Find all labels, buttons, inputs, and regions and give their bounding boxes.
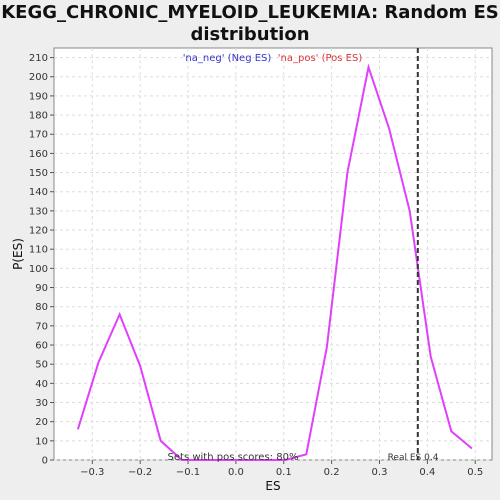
chart-title-line1: KEGG_CHRONIC_MYELOID_LEUKEMIA: Random ES (1, 2, 499, 23)
x-tick-label: −0.1 (176, 467, 200, 478)
x-tick-label: 0.1 (276, 467, 292, 478)
y-tick-label: 90 (35, 283, 48, 294)
y-tick-label: 210 (29, 53, 48, 64)
x-tick-label: −0.3 (80, 467, 104, 478)
legend-neg: 'na_neg' (Neg ES) (183, 53, 272, 64)
axes: −0.3 −0.2 −0.1 0.0 0.1 0.2 0.3 0.4 0.5 0 10 20 30 40 5… (29, 53, 483, 478)
x-tick-label: 0.5 (467, 467, 483, 478)
y-tick-label: 80 (35, 302, 48, 313)
y-tick-label: 130 (29, 206, 48, 217)
y-tick-label: 190 (29, 91, 48, 102)
y-tick-label: 150 (29, 168, 48, 179)
plot-area (53, 47, 493, 461)
y-tick-label: 70 (35, 321, 48, 332)
chart-title: KEGG_CHRONIC_MYELOID_LEUKEMIA: Random ES… (0, 2, 500, 46)
y-tick-label: 200 (29, 72, 48, 83)
y-tick-label: 60 (35, 341, 48, 352)
real-es-label: Real ES 0.4 (388, 453, 439, 463)
legend-pos: 'na_pos' (Pos ES) (278, 53, 363, 64)
x-axis-label: ES (265, 479, 280, 493)
x-tick-label: 0.0 (228, 467, 244, 478)
y-tick-label: 170 (29, 130, 48, 141)
pos-scores-annotation: Sets with pos scores: 80% (168, 452, 299, 463)
y-tick-label: 30 (35, 398, 48, 409)
x-tick-label: −0.2 (128, 467, 152, 478)
grid (54, 48, 492, 461)
y-tick-label: 50 (35, 360, 48, 371)
y-tick-label: 100 (29, 264, 48, 275)
y-tick-label: 20 (35, 417, 48, 428)
y-tick-label: 160 (29, 149, 48, 160)
chart-title-line2: distribution (190, 24, 310, 45)
x-tick-label: 0.3 (372, 467, 388, 478)
x-tick-label: 0.2 (324, 467, 340, 478)
y-tick-label: 120 (29, 226, 48, 237)
x-tick-label: 0.4 (419, 467, 435, 478)
es-series-line (76, 63, 473, 461)
y-tick-label: 40 (35, 379, 48, 390)
y-tick-label: 110 (29, 245, 48, 256)
y-tick-label: 140 (29, 187, 48, 198)
y-tick-label: 180 (29, 111, 48, 122)
y-tick-label: 0 (42, 456, 48, 467)
y-axis-label: P(ES) (11, 238, 25, 270)
y-tick-label: 10 (35, 436, 48, 447)
